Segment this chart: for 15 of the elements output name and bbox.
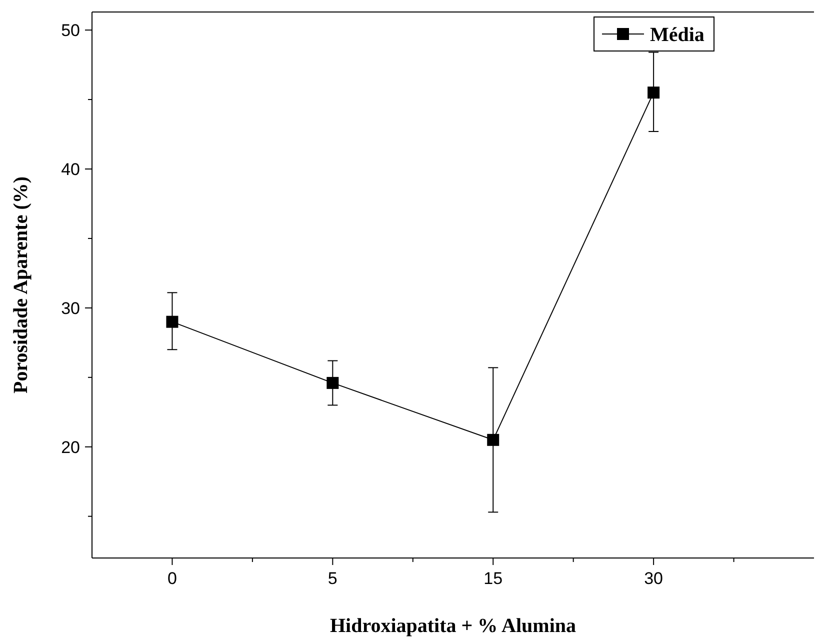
x-axis-title: Hidroxiapatita + % Alumina: [330, 615, 576, 637]
y-tick-label: 40: [61, 160, 80, 179]
y-tick-label: 50: [61, 21, 80, 40]
point: [648, 86, 660, 99]
point: [487, 434, 500, 446]
x-tick-label: 5: [328, 569, 338, 588]
x-tick-label: 0: [167, 569, 177, 588]
y-tick-label: 30: [61, 298, 80, 318]
point: [166, 316, 178, 328]
y-tick-label: 20: [61, 438, 80, 457]
x-tick-label: 30: [644, 569, 664, 588]
legend-label: Média: [650, 24, 704, 46]
x-tick-label: 15: [484, 569, 503, 588]
y-axis-title: Porosidade Aparente (%): [10, 176, 32, 394]
point: [326, 376, 339, 389]
